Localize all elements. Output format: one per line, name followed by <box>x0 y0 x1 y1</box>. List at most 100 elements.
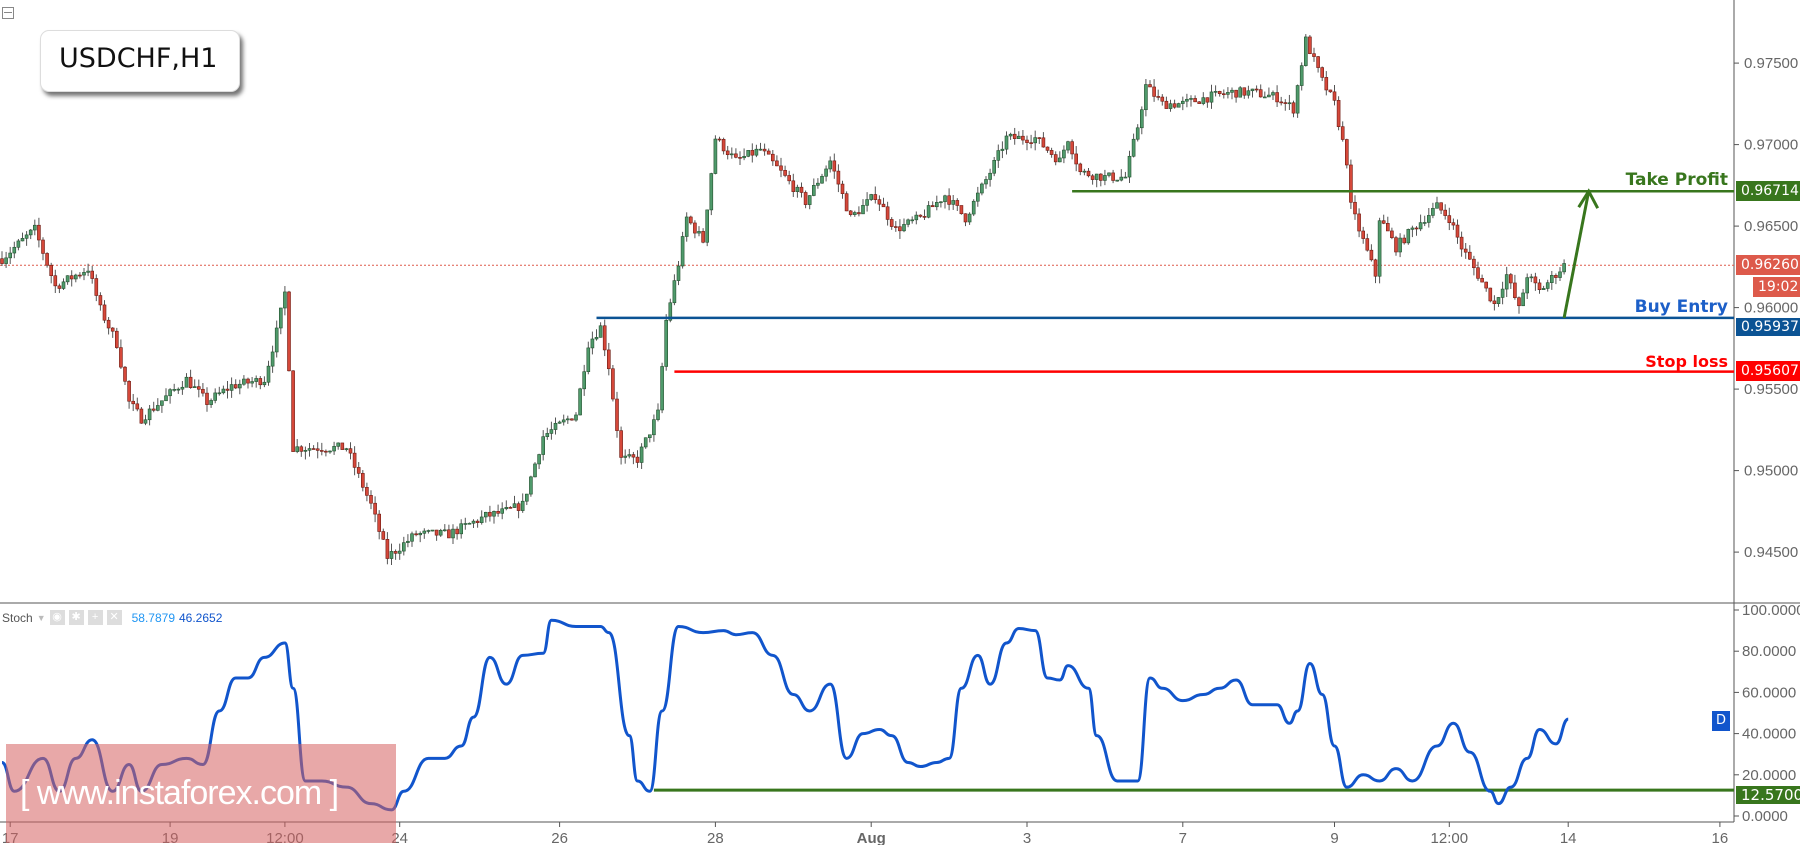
candle-up <box>1398 237 1402 253</box>
candle-up <box>1189 98 1193 100</box>
time-tick-label: 28 <box>707 830 724 845</box>
candle-up <box>729 153 734 156</box>
bar-countdown: 19:02 <box>1753 277 1800 297</box>
candle-down <box>1160 96 1165 102</box>
candle-up <box>471 520 476 524</box>
candle-up <box>1230 89 1234 93</box>
stoch-d-badge: D <box>1712 711 1731 731</box>
candle-up <box>553 422 558 430</box>
candle-down <box>1099 173 1103 181</box>
symbol-label-box: USDCHF,H1 <box>40 30 240 92</box>
candle-down <box>188 376 193 388</box>
candle-up <box>869 194 874 200</box>
candle-up <box>512 503 517 508</box>
candle-up <box>1094 173 1099 180</box>
candle-up <box>1287 102 1292 105</box>
candle-down <box>455 528 459 535</box>
candle-up <box>980 183 984 194</box>
candle-down <box>352 452 357 468</box>
candle-up <box>520 500 525 511</box>
stoch-d-line <box>1 618 1569 812</box>
candle-up <box>565 418 570 421</box>
candle-down <box>1353 201 1357 215</box>
candle-up <box>410 533 414 542</box>
candle-down <box>1365 238 1370 251</box>
visibility-eye-icon[interactable]: ◉ <box>49 610 65 625</box>
candle-down <box>1012 133 1017 139</box>
candle-down <box>840 183 845 194</box>
candle-down <box>1476 267 1480 279</box>
candle-up <box>1168 103 1173 109</box>
collapse-pane-icon[interactable] <box>2 7 14 19</box>
candle-down <box>201 388 205 394</box>
candle-down <box>1053 154 1058 163</box>
time-tick-label: 26 <box>551 830 568 845</box>
candle-down <box>356 467 361 474</box>
candle-down <box>1193 98 1197 103</box>
dropdown-arrow-icon[interactable]: ▼ <box>36 612 46 623</box>
buy-entry-price-tag: 0.95937 <box>1736 318 1800 336</box>
candle-down <box>1111 172 1115 181</box>
add-plus-icon[interactable]: + <box>87 610 103 625</box>
candle-down <box>1345 139 1349 166</box>
candle-down <box>373 502 377 515</box>
candle-up <box>664 319 669 367</box>
candle-up <box>479 516 484 523</box>
candle-up <box>1271 92 1275 96</box>
candle-down <box>803 192 808 205</box>
candle-up <box>1496 297 1501 304</box>
candle-up <box>1427 215 1431 223</box>
candle-up <box>1144 84 1148 111</box>
candle-down <box>1217 91 1222 95</box>
candle-up <box>242 378 246 385</box>
price-tick-label: 0.97500 <box>1744 55 1798 72</box>
candle-down <box>369 495 373 504</box>
price-tick-label: 0.96500 <box>1744 218 1798 235</box>
stoch-name[interactable]: Stoch <box>2 610 33 625</box>
candle-down <box>1324 77 1329 91</box>
candle-up <box>594 337 599 340</box>
target-arrow-shaft <box>1562 190 1591 319</box>
candle-up <box>656 409 660 420</box>
candle-down <box>0 258 4 264</box>
candle-down <box>787 175 792 182</box>
candle-up <box>660 366 664 411</box>
candle-down <box>1513 282 1517 298</box>
candle-down <box>1349 164 1353 203</box>
candle-down <box>119 347 123 368</box>
candle-down <box>1340 126 1345 140</box>
candle-down <box>393 551 398 554</box>
candle-up <box>754 148 759 156</box>
candle-up <box>430 529 435 532</box>
candle-up <box>1103 175 1107 181</box>
candle-down <box>606 349 611 370</box>
stoch-tick-label: 0.0000 <box>1742 808 1788 825</box>
candle-down <box>340 442 345 450</box>
candle-up <box>574 414 578 421</box>
price-tick-label: 0.97000 <box>1744 137 1798 154</box>
stoch-level-tag: 12.5700 <box>1736 786 1800 804</box>
remove-close-icon[interactable]: ✕ <box>106 610 122 625</box>
candle-up <box>1406 229 1411 244</box>
candle-up <box>820 175 824 184</box>
candle-up <box>336 442 341 447</box>
candle-up <box>4 257 8 264</box>
candle-down <box>1312 53 1316 57</box>
candle-up <box>652 419 656 436</box>
candle-down <box>1258 89 1263 98</box>
candle-up <box>902 224 906 232</box>
settings-gear-icon[interactable]: ✱ <box>68 610 84 625</box>
candle-up <box>1058 157 1062 163</box>
candle-down <box>106 319 111 329</box>
candle-up <box>1115 179 1119 182</box>
candle-down <box>762 148 767 152</box>
candle-down <box>873 194 878 200</box>
candle-up <box>24 234 29 239</box>
candle-down <box>791 180 796 192</box>
candle-up <box>1246 90 1251 96</box>
candle-down <box>319 450 324 452</box>
candle-up <box>28 229 33 236</box>
candle-down <box>1283 102 1288 104</box>
time-tick-label: 3 <box>1023 830 1031 845</box>
